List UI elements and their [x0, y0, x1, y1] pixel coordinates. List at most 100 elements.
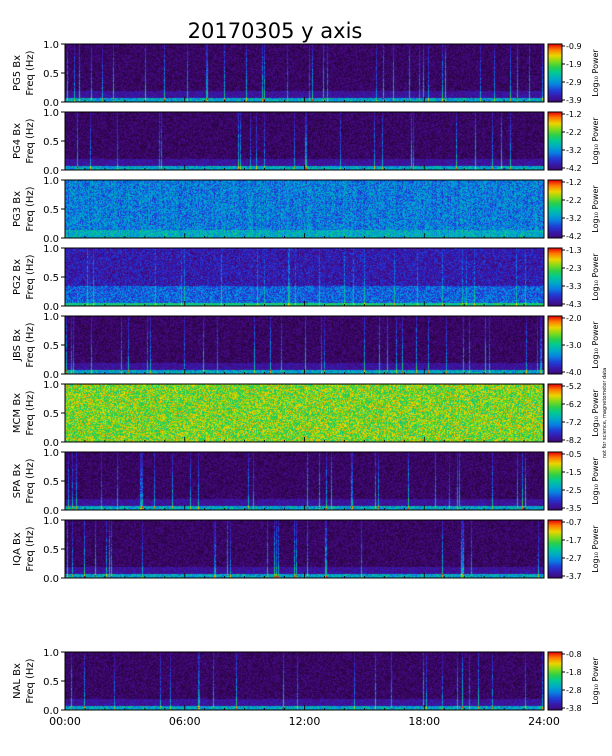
y-tick-label: 1.0: [43, 448, 59, 459]
y-tick-label: 1.0: [43, 648, 59, 659]
colorbar-tick-label: -3.2: [566, 146, 582, 155]
y-tick-label: 1.0: [43, 516, 59, 527]
colorbar-tick-label: -2.9: [566, 78, 582, 87]
y-tick-label: 0.0: [43, 574, 59, 585]
y-tick-label: 0.0: [43, 438, 59, 449]
freq-axis-label: Freq (Hz): [25, 458, 36, 503]
freq-axis-label: Freq (Hz): [25, 186, 36, 231]
colorbar-tick-label: -1.5: [566, 468, 582, 477]
colorbar-tick-label: -4.2: [566, 164, 582, 173]
colorbar-tick-label: -1.9: [566, 60, 582, 69]
colorbar-tick-label: -2.3: [566, 264, 582, 273]
panel-pg4-bx: 0.0 0.5 1.0 PG4 Bx Freq (Hz) -1.2 -2.2 -3.2 -4.2…: [12, 108, 600, 177]
freq-axis-label: Freq (Hz): [25, 322, 36, 367]
colorbar-label: Log₁₀ Power: [591, 389, 600, 437]
y-tick-label: 0.0: [43, 370, 59, 381]
y-tick-label: 0.5: [43, 341, 59, 352]
y-tick-label: 1.0: [43, 108, 59, 119]
colorbar: [547, 651, 563, 711]
colorbar-tick-label: -1.8: [566, 668, 582, 677]
x-tick-label: 06:00: [169, 715, 201, 728]
spectrogram-image: [65, 520, 544, 578]
freq-axis-label: Freq (Hz): [25, 50, 36, 95]
colorbar-tick-label: -1.2: [566, 178, 582, 187]
colorbar-tick-label: -1.2: [566, 110, 582, 119]
colorbar-tick-label: -2.0: [566, 314, 582, 323]
colorbar-tick-label: -3.7: [566, 572, 582, 581]
station-label: MCM Bx: [12, 393, 23, 433]
y-tick-label: 1.0: [43, 244, 59, 255]
spectrogram-image: [65, 248, 544, 306]
colorbar-tick-label: -5.2: [566, 382, 582, 391]
y-tick-label: 0.0: [43, 302, 59, 313]
colorbar: [547, 111, 563, 171]
y-tick-label: 1.0: [43, 380, 59, 391]
spectrogram-image: [65, 112, 544, 170]
freq-axis-label: Freq (Hz): [25, 118, 36, 163]
spectrogram-image: [65, 652, 544, 710]
panel-jbs-bx: 0.0 0.5 1.0 JBS Bx Freq (Hz) -2.0 -3.0 -4.0 Log₁…: [12, 312, 600, 381]
colorbar-tick-label: -3.5: [566, 504, 582, 513]
y-tick-label: 0.5: [43, 545, 59, 556]
panel-mcm-bx: 0.0 0.5 1.0 MCM Bx Freq (Hz) -5.2 -6.2 -7.2 -8.2…: [12, 368, 608, 459]
colorbar-tick-label: -1.3: [566, 246, 582, 255]
y-tick-label: 1.0: [43, 40, 59, 51]
y-tick-label: 0.5: [43, 477, 59, 488]
y-tick-label: 0.0: [43, 234, 59, 245]
freq-axis-label: Freq (Hz): [25, 526, 36, 571]
colorbar: [547, 43, 563, 103]
colorbar-tick-label: -3.0: [566, 341, 582, 350]
colorbar-tick-label: -0.9: [566, 42, 582, 51]
colorbar-tick-label: -8.2: [566, 436, 582, 445]
colorbar-tick-label: -2.2: [566, 128, 582, 137]
panel-iqa-bx: 0.0 0.5 1.0 IQA Bx Freq (Hz) -0.7 -1.7 -2.7 -3.7…: [12, 516, 600, 585]
freq-axis-label: Freq (Hz): [25, 390, 36, 435]
colorbar-label: Log₁₀ Power: [591, 525, 600, 573]
colorbar-tick-label: -0.5: [566, 450, 582, 459]
colorbar-label: Log₁₀ Power: [591, 185, 600, 233]
panel-pg3-bx: 0.0 0.5 1.0 PG3 Bx Freq (Hz) -1.2 -2.2 -3.2 -4.2…: [12, 176, 600, 245]
y-tick-label: 0.0: [43, 98, 59, 109]
colorbar: [547, 451, 563, 511]
y-tick-label: 0.5: [43, 69, 59, 80]
panel-pg2-bx: 0.0 0.5 1.0 PG2 Bx Freq (Hz) -1.3 -2.3 -3.3 -4.3…: [12, 244, 600, 313]
colorbar-tick-label: -3.8: [566, 704, 582, 713]
colorbar-label: Log₁₀ Power: [591, 253, 600, 301]
station-label: NAL Bx: [12, 663, 23, 699]
freq-axis-label: Freq (Hz): [25, 254, 36, 299]
spectrogram-image: [65, 180, 544, 238]
colorbar: [547, 519, 563, 579]
colorbar: [547, 179, 563, 239]
x-tick-label: 18:00: [408, 715, 440, 728]
figure-title: 20170305 y axis: [188, 19, 363, 43]
colorbar-label: Log₁₀ Power: [591, 457, 600, 505]
station-label: PG5 Bx: [12, 55, 23, 91]
spectrogram-image: [65, 316, 544, 374]
colorbar-tick-label: -2.8: [566, 686, 582, 695]
colorbar-tick-label: -4.3: [566, 300, 582, 309]
colorbar-tick-label: -0.7: [566, 518, 582, 527]
colorbar: [547, 383, 563, 443]
y-tick-label: 0.5: [43, 677, 59, 688]
colorbar-tick-label: -0.8: [566, 650, 582, 659]
x-tick-label: 24:00: [528, 715, 560, 728]
panel-pg5-bx: 0.0 0.5 1.0 PG5 Bx Freq (Hz) -0.9 -1.9 -2.9 -3.9…: [12, 40, 600, 109]
x-axis: 00:00 06:00 12:00 18:00 24:00: [49, 715, 560, 728]
panel-nal-bx: 0.0 0.5 1.0 NAL Bx Freq (Hz) -0.8 -1.8 -2.8 -3.8…: [12, 648, 600, 717]
colorbar-tick-label: -3.3: [566, 282, 582, 291]
y-tick-label: 0.0: [43, 166, 59, 177]
spectrogram-image: [65, 44, 544, 102]
colorbar-tick-label: -7.2: [566, 418, 582, 427]
station-label: PG3 Bx: [12, 191, 23, 227]
colorbar-tick-label: -2.5: [566, 486, 582, 495]
panel-spa-bx: 0.0 0.5 1.0 SPA Bx Freq (Hz) -0.5 -1.5 -2.5 -3.5…: [12, 448, 600, 517]
colorbar-label: Log₁₀ Power: [591, 49, 600, 97]
y-tick-label: 1.0: [43, 176, 59, 187]
colorbar-tick-label: -2.2: [566, 196, 582, 205]
y-tick-label: 0.0: [43, 506, 59, 517]
station-label: SPA Bx: [12, 464, 23, 499]
colorbar-tick-label: -4.0: [566, 368, 582, 377]
colorbar-label: Log₁₀ Power: [591, 321, 600, 369]
